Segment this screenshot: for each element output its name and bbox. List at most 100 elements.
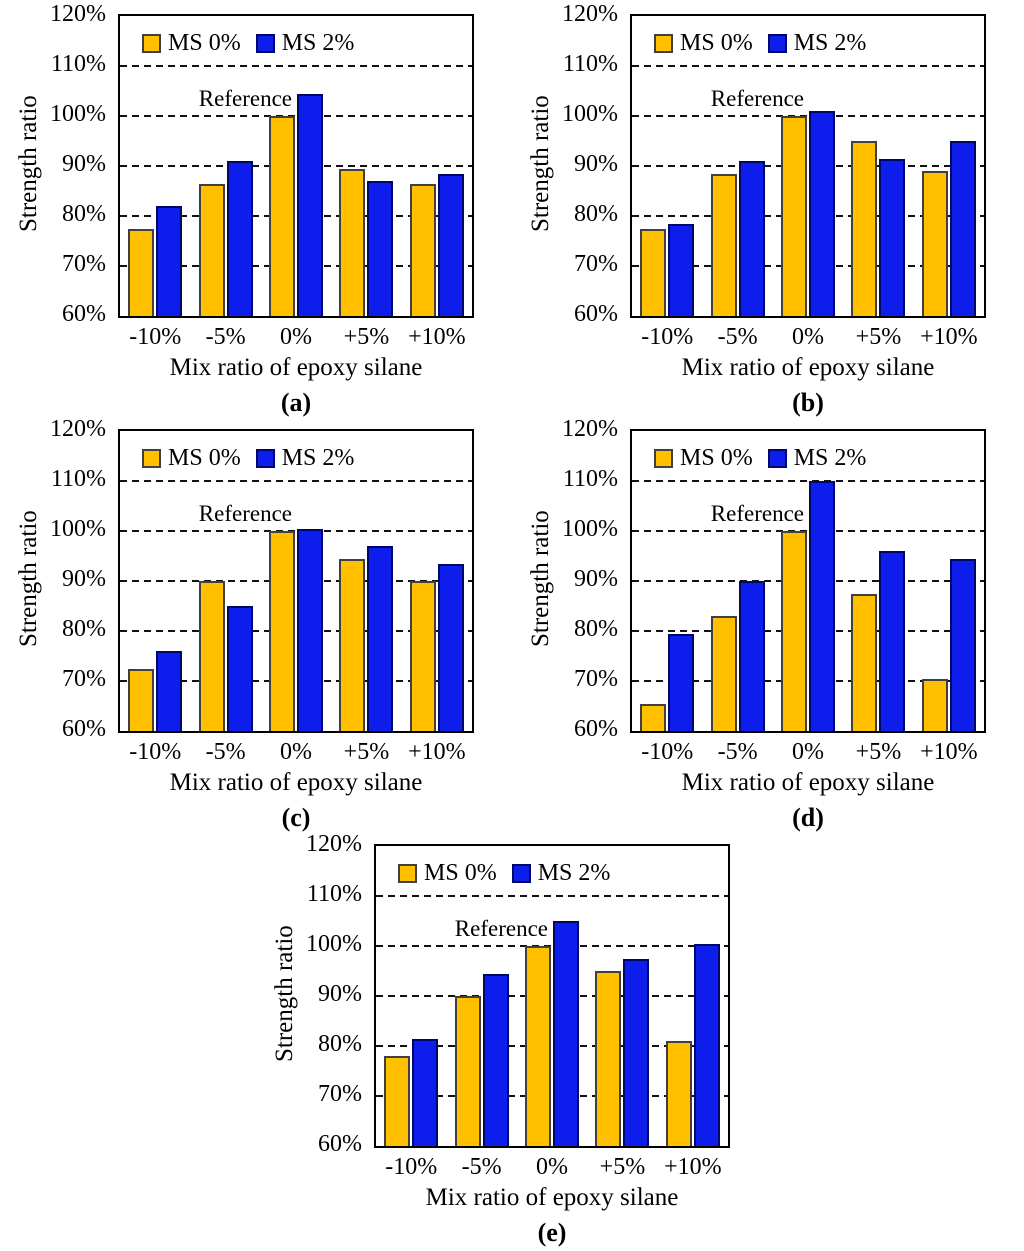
legend-label-ms0: MS 0% xyxy=(424,860,497,886)
x-axis-title: Mix ratio of epoxy silane xyxy=(169,354,423,381)
chart-caption: (e) xyxy=(537,1218,567,1247)
legend-item-ms0: MS 0% xyxy=(654,445,753,472)
x-tick-label-+10%: +10% xyxy=(408,739,466,765)
bar-group--10% xyxy=(120,16,190,316)
bar-ms0--5% xyxy=(198,183,225,316)
y-tick-label: 110% xyxy=(306,881,362,907)
y-tick-label: 100% xyxy=(562,101,618,127)
gridline-110 xyxy=(376,895,728,897)
reference-annotation: Reference xyxy=(198,86,292,111)
bar-group-0% xyxy=(261,16,331,316)
y-tick-label: 60% xyxy=(62,716,106,742)
bar-ms2--10% xyxy=(156,651,183,731)
gridline-70 xyxy=(120,680,472,682)
x-tick-label--10%: -10% xyxy=(129,324,182,350)
legend-swatch-ms2 xyxy=(767,449,787,468)
gridline-100 xyxy=(120,115,472,117)
y-tick-label: 120% xyxy=(562,416,618,442)
legend-item-ms2: MS 2% xyxy=(255,30,355,57)
x-tick-label-+10%: +10% xyxy=(664,1154,722,1180)
bar-group-+10% xyxy=(914,16,984,316)
bar-ms0--5% xyxy=(198,581,225,731)
x-tick-label-+5%: +5% xyxy=(855,739,902,765)
gridline-70 xyxy=(120,265,472,267)
legend: MS 0% MS 2% xyxy=(654,30,866,57)
legend-label-ms0: MS 0% xyxy=(680,30,753,56)
x-tick-label-+10%: +10% xyxy=(408,324,466,350)
legend: MS 0% MS 2% xyxy=(142,445,354,472)
legend-label-ms2: MS 2% xyxy=(793,30,867,56)
x-tick-label-0%: 0% xyxy=(536,1154,569,1180)
y-tick-label: 120% xyxy=(562,1,618,27)
bar-group-+10% xyxy=(402,431,472,731)
gridline-90 xyxy=(120,580,472,582)
bar-ms2-0% xyxy=(808,111,835,316)
bar-ms2-0% xyxy=(552,921,579,1146)
legend-label-ms2: MS 2% xyxy=(281,30,355,56)
legend-label-ms0: MS 0% xyxy=(168,30,241,56)
y-axis-tick-labels: 120% 110% 100% 90% 80% 70% 60% xyxy=(256,831,368,1157)
bar-group-0% xyxy=(773,16,843,316)
bar-group--10% xyxy=(120,431,190,731)
legend-label-ms2: MS 2% xyxy=(537,860,611,886)
y-tick-label: 100% xyxy=(50,101,106,127)
bar-group-+10% xyxy=(658,846,728,1146)
bar-ms2--10% xyxy=(668,633,695,731)
bar-ms2-+5% xyxy=(879,158,906,316)
bar-ms0-+5% xyxy=(851,141,878,316)
legend: MS 0% MS 2% xyxy=(142,30,354,57)
legend-label-ms2: MS 2% xyxy=(793,445,867,471)
y-tick-label: 70% xyxy=(574,666,618,692)
y-tick-label: 110% xyxy=(50,51,106,77)
gridline-80 xyxy=(120,215,472,217)
bar-ms2--5% xyxy=(482,973,509,1146)
y-tick-label: 80% xyxy=(574,201,618,227)
figure-row-3: Strength ratio 120% 110% 100% 90% 80% 70% 60% … xyxy=(0,830,1024,1251)
y-tick-label: 110% xyxy=(50,466,106,492)
bar-group--5% xyxy=(702,16,772,316)
bar-ms2-0% xyxy=(808,481,835,731)
legend-item-ms0: MS 0% xyxy=(654,30,753,57)
x-axis-tick-labels: -10% -5% 0% +5% +10% xyxy=(632,739,984,766)
legend-label-ms0: MS 0% xyxy=(680,445,753,471)
bar-ms0-+10% xyxy=(921,678,948,731)
y-tick-label: 100% xyxy=(562,516,618,542)
x-tick-label-+5%: +5% xyxy=(343,324,390,350)
legend-item-ms0: MS 0% xyxy=(398,860,497,887)
legend-item-ms2: MS 2% xyxy=(767,445,867,472)
legend-swatch-ms2 xyxy=(767,34,787,53)
bar-ms0-0% xyxy=(268,531,295,731)
y-tick-label: 120% xyxy=(306,831,362,857)
gridline-80 xyxy=(120,630,472,632)
plot-area: Reference MS 0% MS 2% xyxy=(374,844,730,1148)
bar-ms2-+10% xyxy=(949,558,976,731)
y-tick-label: 90% xyxy=(62,566,106,592)
bar-ms0--10% xyxy=(128,228,155,316)
bar-ms2-+10% xyxy=(693,943,720,1146)
gridline-100 xyxy=(632,530,984,532)
legend: MS 0% MS 2% xyxy=(398,860,610,887)
gridline-100 xyxy=(120,530,472,532)
y-tick-label: 90% xyxy=(574,566,618,592)
bar-ms0--5% xyxy=(710,616,737,731)
chart-caption: (c) xyxy=(281,803,311,832)
x-tick-label--5%: -5% xyxy=(717,324,758,350)
chart-caption: (a) xyxy=(280,388,312,417)
chart-cell-e: Strength ratio 120% 110% 100% 90% 80% 70% 60% … xyxy=(256,830,768,1251)
bar-group-+5% xyxy=(843,16,913,316)
x-axis-tick-labels: -10% -5% 0% +5% +10% xyxy=(376,1154,728,1181)
x-tick-label--10%: -10% xyxy=(129,739,182,765)
legend-swatch-ms0 xyxy=(142,34,161,53)
legend-item-ms0: MS 0% xyxy=(142,30,241,57)
bar-ms0-+5% xyxy=(339,558,366,731)
legend-swatch-ms0 xyxy=(398,864,417,883)
y-axis-tick-labels: 120% 110% 100% 90% 80% 70% 60% xyxy=(512,1,624,327)
bar-ms0-+10% xyxy=(409,183,436,316)
bar-group--10% xyxy=(632,16,702,316)
bar-ms0-0% xyxy=(780,116,807,316)
gridline-100 xyxy=(632,115,984,117)
y-tick-label: 80% xyxy=(318,1031,362,1057)
y-tick-label: 100% xyxy=(306,931,362,957)
bar-ms2-+10% xyxy=(437,173,464,316)
y-axis-tick-labels: 120% 110% 100% 90% 80% 70% 60% xyxy=(0,1,112,327)
